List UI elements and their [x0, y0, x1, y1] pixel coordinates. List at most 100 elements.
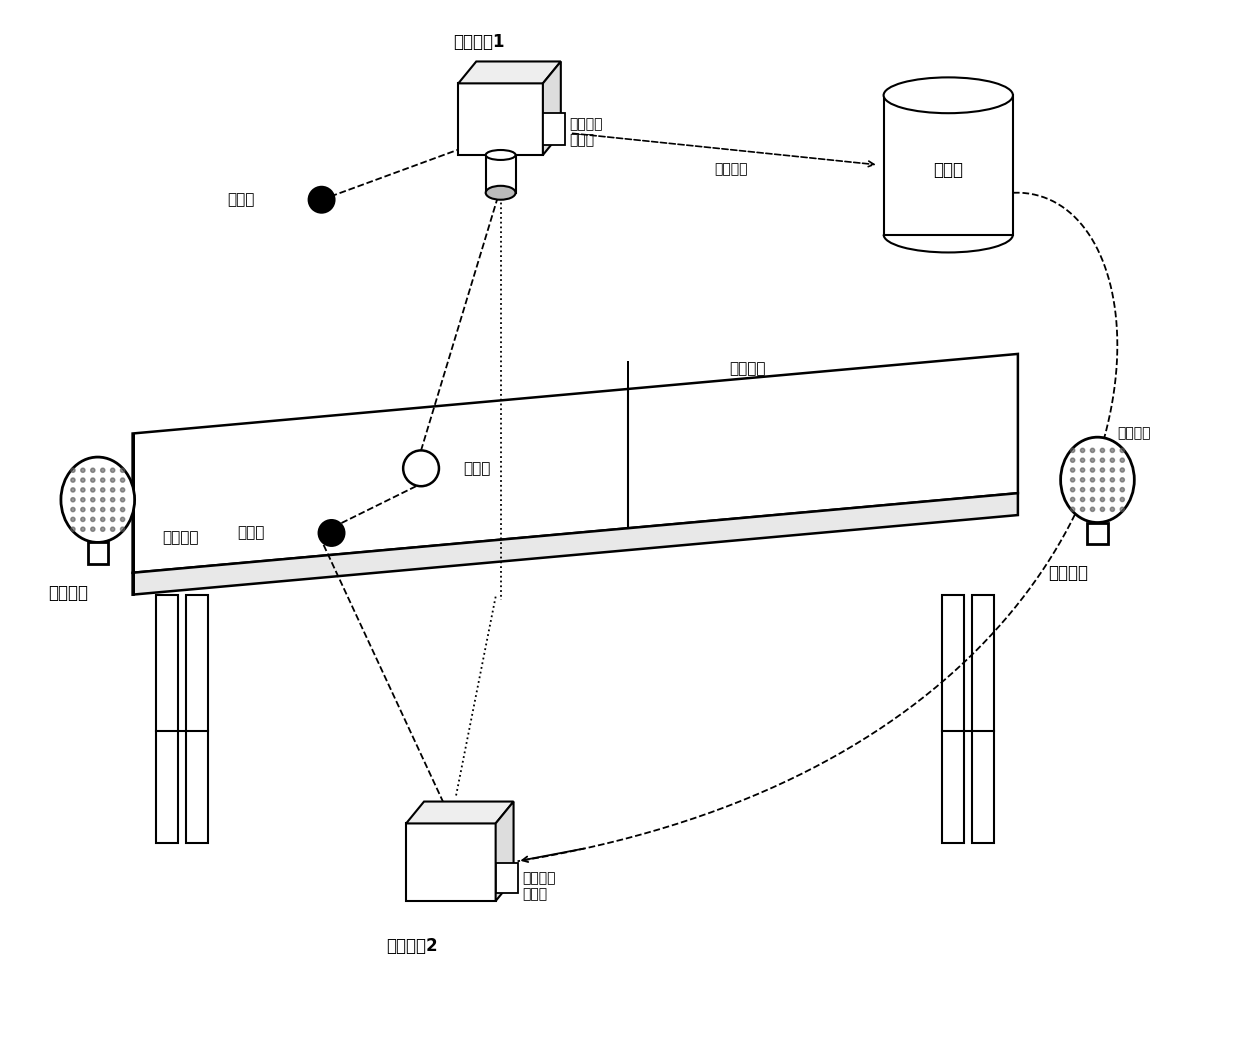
Ellipse shape: [71, 498, 76, 502]
Text: 映射预处
理装置: 映射预处 理装置: [569, 117, 604, 147]
Ellipse shape: [1080, 478, 1085, 482]
Ellipse shape: [1060, 437, 1135, 522]
Ellipse shape: [91, 517, 95, 521]
Ellipse shape: [1090, 508, 1095, 512]
Ellipse shape: [110, 517, 115, 521]
Ellipse shape: [91, 528, 95, 532]
Ellipse shape: [71, 488, 76, 492]
Ellipse shape: [91, 498, 95, 502]
Ellipse shape: [1080, 488, 1085, 492]
Ellipse shape: [61, 457, 135, 542]
Ellipse shape: [309, 186, 335, 213]
Text: 映射预处
理装置: 映射预处 理装置: [522, 871, 556, 901]
Ellipse shape: [81, 498, 86, 502]
Bar: [496, 863, 517, 893]
Ellipse shape: [100, 478, 105, 482]
Ellipse shape: [120, 478, 125, 482]
Ellipse shape: [71, 508, 76, 512]
Ellipse shape: [81, 528, 86, 532]
Ellipse shape: [1080, 508, 1085, 512]
Polygon shape: [133, 354, 1018, 573]
Ellipse shape: [1110, 488, 1115, 492]
Ellipse shape: [1100, 497, 1105, 501]
Ellipse shape: [110, 528, 115, 532]
Ellipse shape: [120, 488, 125, 492]
Ellipse shape: [1090, 449, 1095, 453]
Ellipse shape: [1070, 488, 1075, 492]
Polygon shape: [133, 493, 1018, 595]
Ellipse shape: [81, 517, 86, 521]
Ellipse shape: [1070, 478, 1075, 482]
Ellipse shape: [91, 478, 95, 482]
Ellipse shape: [100, 517, 105, 521]
Ellipse shape: [81, 488, 86, 492]
Ellipse shape: [1100, 478, 1105, 482]
Bar: [543, 113, 564, 145]
Bar: [186, 595, 208, 843]
Ellipse shape: [110, 498, 115, 502]
Ellipse shape: [1080, 449, 1085, 453]
Ellipse shape: [81, 508, 86, 512]
Ellipse shape: [1110, 497, 1115, 501]
Ellipse shape: [91, 508, 95, 512]
Ellipse shape: [1120, 449, 1125, 453]
Ellipse shape: [319, 520, 345, 545]
Ellipse shape: [1120, 478, 1125, 482]
Text: 灰度相机1: 灰度相机1: [454, 33, 505, 51]
Ellipse shape: [1110, 449, 1115, 453]
Bar: [942, 595, 965, 843]
Ellipse shape: [1110, 458, 1115, 462]
Ellipse shape: [1100, 508, 1105, 512]
Ellipse shape: [81, 469, 86, 473]
Ellipse shape: [1070, 497, 1075, 501]
Ellipse shape: [486, 150, 516, 160]
Ellipse shape: [1120, 508, 1125, 512]
Polygon shape: [407, 801, 513, 823]
Ellipse shape: [1070, 468, 1075, 472]
Ellipse shape: [110, 508, 115, 512]
Ellipse shape: [1110, 508, 1115, 512]
Text: 灰度相机2: 灰度相机2: [386, 937, 438, 955]
Text: 乒乓球台: 乒乓球台: [162, 531, 198, 545]
Ellipse shape: [71, 469, 76, 473]
Ellipse shape: [81, 478, 86, 482]
Bar: [88, 542, 108, 564]
Text: 乒乓球拍: 乒乓球拍: [48, 583, 88, 601]
Ellipse shape: [1070, 449, 1075, 453]
Ellipse shape: [100, 488, 105, 492]
Ellipse shape: [1100, 468, 1105, 472]
Ellipse shape: [1090, 458, 1095, 462]
Text: 服务器: 服务器: [934, 161, 963, 179]
Text: 映射点: 映射点: [227, 193, 254, 207]
Ellipse shape: [120, 469, 125, 473]
Ellipse shape: [1090, 497, 1095, 501]
Text: 映射点: 映射点: [237, 525, 264, 540]
Ellipse shape: [71, 528, 76, 532]
Ellipse shape: [110, 488, 115, 492]
Ellipse shape: [91, 488, 95, 492]
Ellipse shape: [110, 469, 115, 473]
Ellipse shape: [1100, 449, 1105, 453]
Ellipse shape: [100, 469, 105, 473]
Polygon shape: [496, 801, 513, 901]
Ellipse shape: [1080, 458, 1085, 462]
Ellipse shape: [1120, 497, 1125, 501]
Ellipse shape: [91, 469, 95, 473]
Ellipse shape: [1120, 468, 1125, 472]
Ellipse shape: [100, 528, 105, 532]
Ellipse shape: [1090, 488, 1095, 492]
Bar: [407, 823, 496, 901]
Ellipse shape: [110, 478, 115, 482]
Text: 乒乓球网: 乒乓球网: [729, 361, 766, 376]
Ellipse shape: [1100, 458, 1105, 462]
Ellipse shape: [1120, 488, 1125, 492]
Bar: [884, 95, 1013, 235]
Bar: [972, 595, 994, 843]
Ellipse shape: [71, 517, 76, 521]
Ellipse shape: [120, 498, 125, 502]
Ellipse shape: [1110, 478, 1115, 482]
Bar: [459, 83, 543, 155]
Ellipse shape: [120, 517, 125, 521]
Bar: [156, 595, 179, 843]
Ellipse shape: [1120, 458, 1125, 462]
